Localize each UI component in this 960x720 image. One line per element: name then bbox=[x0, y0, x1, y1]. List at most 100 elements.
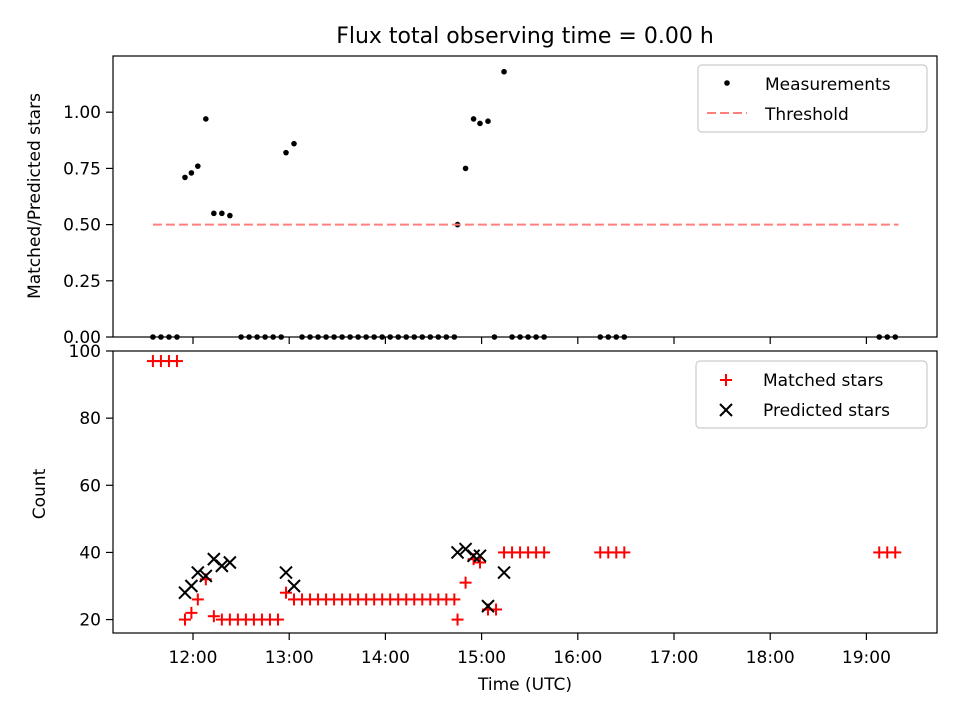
measurements-point bbox=[323, 334, 329, 340]
measurements-point bbox=[283, 149, 289, 156]
measurements-point bbox=[331, 334, 337, 340]
measurements-point bbox=[291, 140, 297, 147]
x-tick-label: 13:00 bbox=[265, 648, 314, 668]
y-tick-label: 0.25 bbox=[63, 272, 101, 292]
measurements-point bbox=[892, 334, 899, 340]
legend-marker-matched bbox=[720, 374, 732, 386]
y-tick-label: 0.75 bbox=[63, 159, 101, 179]
measurements-point bbox=[387, 334, 394, 340]
measurements-point bbox=[443, 334, 450, 340]
y-ticks: 0.00 0.25 0.50 0.75 1.00 bbox=[63, 103, 113, 348]
legend: Measurements Threshold bbox=[697, 64, 928, 133]
measurements-point bbox=[188, 170, 195, 176]
legend: Matched stars Predicted stars bbox=[695, 360, 928, 429]
measurements-point bbox=[347, 334, 353, 340]
plot-frame bbox=[112, 55, 938, 338]
chart-title: Flux total observing time = 0.00 h bbox=[336, 24, 714, 49]
predicted-stars-point bbox=[184, 579, 199, 593]
matched-stars-point bbox=[473, 556, 486, 569]
plot-frame bbox=[112, 350, 938, 634]
measurements-point bbox=[517, 334, 523, 340]
y-tick-label: 40 bbox=[79, 543, 101, 563]
legend-label-threshold: Threshold bbox=[764, 105, 849, 125]
x-stroke-b bbox=[279, 565, 293, 580]
x-stroke-b bbox=[466, 549, 481, 563]
measurements-point bbox=[307, 334, 313, 340]
measurements-point bbox=[597, 334, 604, 340]
legend-label-predicted: Predicted stars bbox=[763, 401, 890, 421]
predicted-stars-point bbox=[481, 599, 495, 613]
y-tick-label: 1.00 bbox=[63, 103, 101, 123]
measurements-point bbox=[533, 334, 539, 340]
measurements-point bbox=[613, 334, 620, 340]
measurements-point bbox=[158, 334, 164, 340]
measurements-point bbox=[227, 212, 233, 219]
predicted-stars-point bbox=[473, 549, 487, 563]
x-stroke-b bbox=[207, 552, 221, 566]
measurements-point bbox=[525, 334, 531, 340]
predicted-stars-point bbox=[223, 555, 237, 570]
x-stroke-b bbox=[458, 542, 473, 556]
x-stroke-b bbox=[184, 579, 199, 593]
measurements-point bbox=[411, 334, 418, 340]
measurements-point bbox=[174, 334, 180, 340]
measurements-point bbox=[379, 334, 385, 340]
measurements-point bbox=[876, 334, 883, 340]
y-axis-label: Matched/Predicted stars bbox=[25, 93, 45, 299]
measurements-point bbox=[371, 334, 377, 340]
x-tick-label: 19:00 bbox=[842, 648, 891, 668]
measurements-point bbox=[211, 210, 217, 217]
measurements-point bbox=[451, 334, 458, 340]
matched-stars-point bbox=[459, 576, 472, 589]
legend-box bbox=[697, 64, 928, 133]
matched-stars-point bbox=[451, 613, 464, 626]
matched-stars-point bbox=[185, 606, 198, 619]
measurements-point bbox=[238, 334, 244, 340]
x-tick-label: 12:00 bbox=[169, 648, 218, 668]
x-stroke-b bbox=[450, 545, 465, 560]
x-tick-label: 15:00 bbox=[457, 648, 506, 668]
x-ticks bbox=[192, 337, 868, 344]
measurements-point bbox=[419, 334, 426, 340]
matched-stars-point bbox=[191, 593, 204, 606]
y-tick-label: 100 bbox=[69, 342, 101, 362]
matched-stars-point bbox=[271, 613, 284, 626]
measurements-point bbox=[509, 334, 515, 340]
legend-marker-measurements bbox=[724, 80, 730, 86]
measurements-point bbox=[219, 210, 225, 217]
measurements-point bbox=[403, 334, 410, 340]
matched-stars-point bbox=[618, 546, 631, 559]
measurements-point bbox=[501, 68, 507, 75]
x-tick-label: 18:00 bbox=[746, 648, 795, 668]
x-stroke-b bbox=[497, 565, 511, 580]
measurements-point bbox=[315, 334, 321, 340]
measurements-point bbox=[470, 116, 477, 122]
measurements-point bbox=[355, 334, 361, 340]
matched-stars-point bbox=[448, 593, 461, 606]
measurements-point bbox=[339, 334, 345, 340]
y-tick-label: 80 bbox=[79, 409, 101, 429]
y-tick-label: 20 bbox=[79, 611, 101, 631]
legend-label-measurements: Measurements bbox=[765, 75, 891, 95]
measurements-point bbox=[246, 334, 252, 340]
measurements-point bbox=[363, 334, 369, 340]
measurements-point bbox=[477, 120, 483, 127]
measurements-point bbox=[621, 334, 628, 340]
measurements-point bbox=[203, 116, 209, 122]
measurements-point bbox=[195, 163, 201, 169]
measurements-point bbox=[150, 334, 156, 340]
y-axis-label: Count bbox=[30, 468, 50, 519]
measurements-point bbox=[182, 174, 188, 181]
x-axis-label: Time (UTC) bbox=[477, 675, 572, 695]
predicted-stars-point bbox=[199, 569, 213, 583]
measurements-point bbox=[262, 334, 268, 340]
measurements-point bbox=[435, 334, 442, 340]
measurements-point bbox=[166, 334, 172, 340]
matched-stars-point bbox=[538, 546, 551, 559]
predicted-stars-point bbox=[497, 565, 511, 580]
x-stroke-b bbox=[191, 565, 205, 580]
y-tick-label: 60 bbox=[79, 476, 101, 496]
measurements-point bbox=[605, 334, 612, 340]
x-tick-label: 16:00 bbox=[553, 648, 602, 668]
